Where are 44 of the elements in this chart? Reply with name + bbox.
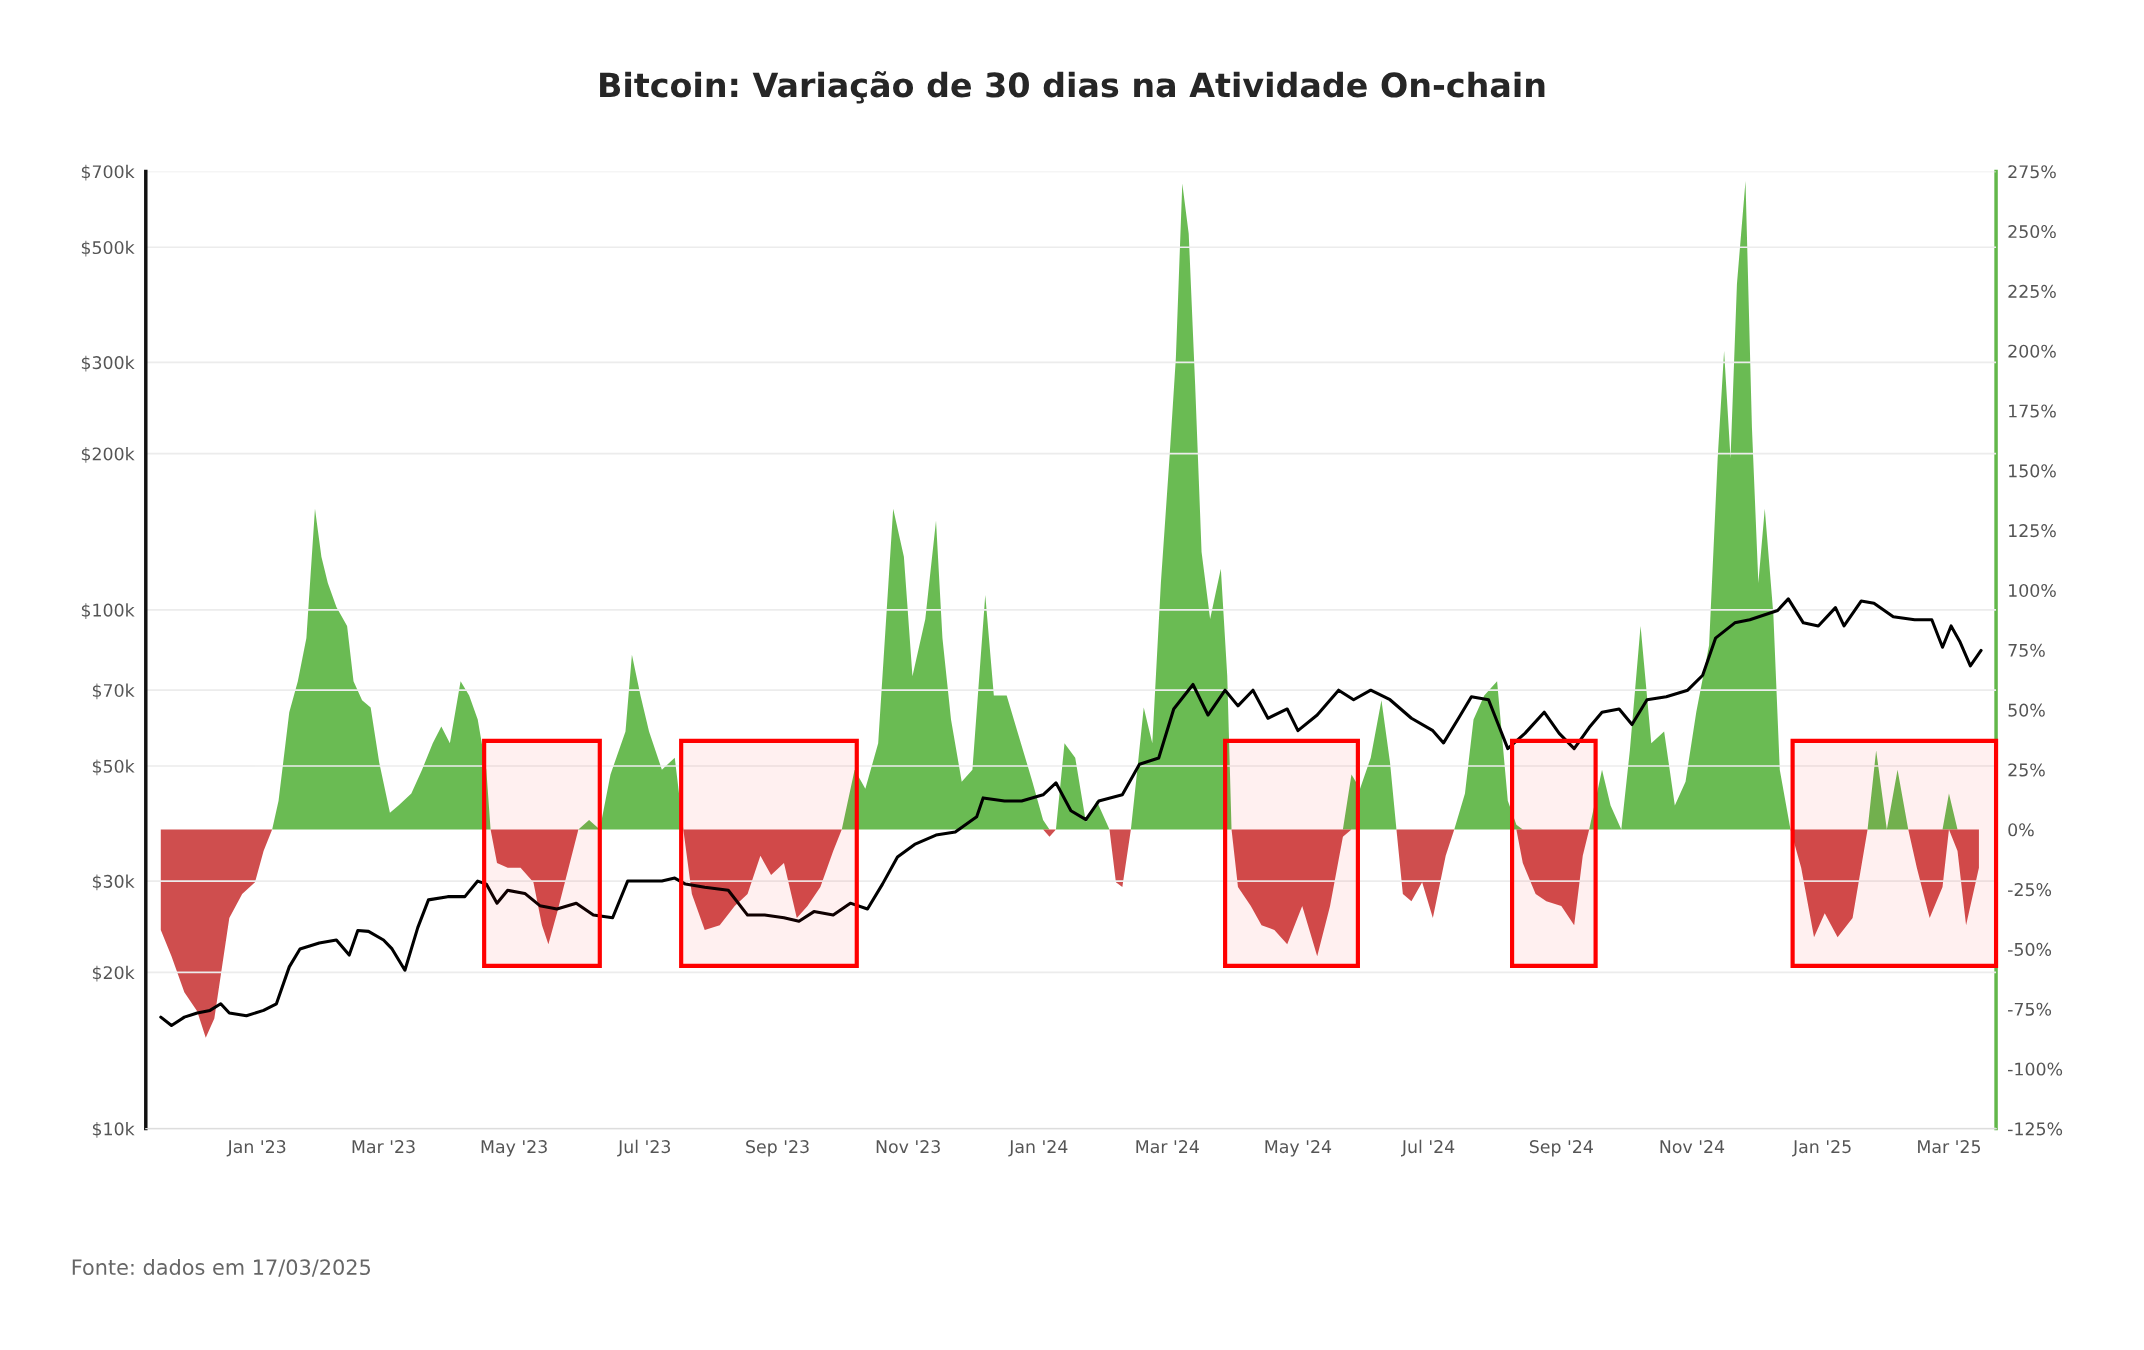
y-tick-label: $30k [92, 874, 135, 891]
y-tick-label: $300k [81, 355, 135, 372]
y2-tick-label: 175% [2009, 404, 2056, 418]
x-tick-label: Jan '24 [1008, 1140, 1068, 1157]
chart-title: Bitcoin: Variação de 30 dias na Atividade On-chain [600, 71, 1545, 104]
y2-tick-label: 50% [2008, 703, 2045, 717]
y2-tick-label: 25% [2008, 763, 2045, 777]
y-tick-label: $200k [81, 447, 135, 463]
y2-tick-label: 75% [2008, 643, 2045, 657]
x-tick-label: Jul '23 [617, 1139, 671, 1157]
x-tick-label: May '23 [481, 1140, 547, 1157]
y-tick-label: $50k [92, 759, 135, 776]
y2-tick-label: 150% [2009, 464, 2056, 478]
y-tick-label: $700k [81, 164, 135, 181]
y2-tick-label: 125% [2009, 524, 2056, 538]
x-tick-label: Nov '24 [1660, 1140, 1725, 1154]
x-tick-label: Nov '23 [876, 1140, 940, 1154]
y2-tick-label: 0% [2008, 823, 2034, 837]
x-tick-label: Jan '23 [226, 1140, 286, 1157]
y2-tick-label: -25% [2008, 883, 2052, 897]
x-tick-label: Sep '24 [1529, 1140, 1593, 1157]
y-tick-label: $70k [92, 683, 135, 700]
line-series [159, 597, 1983, 1028]
x-tick-label: Mar '25 [1918, 1140, 1980, 1154]
x-tick-label: Jan '25 [1792, 1140, 1851, 1157]
x-tick-label: May '24 [1265, 1140, 1332, 1157]
y2-tick-label: -75% [2008, 1002, 2052, 1016]
y2-tick-label: 250% [2008, 224, 2056, 239]
y2-tick-label: 200% [2008, 344, 2056, 358]
y2-tick-label: 100% [2009, 583, 2056, 598]
y2-tick-label: 225% [2008, 284, 2056, 298]
source-note: Fonte: dados em 17/03/2025 [72, 1258, 370, 1277]
y2-tick-label: -125% [2008, 1122, 2063, 1136]
x-tick-label: Sep '23 [746, 1140, 809, 1157]
y-tick-label: $500k [81, 240, 135, 257]
y2-tick-label: -50% [2008, 942, 2052, 956]
y-tick-label: $20k [92, 965, 135, 982]
y2-tick-label: -100% [2008, 1062, 2063, 1076]
y2-tick-label: 275% [2008, 165, 2056, 179]
y-tick-label: $100k [81, 603, 135, 619]
x-tick-label: Jul '24 [1401, 1139, 1455, 1157]
x-tick-label: Mar '24 [1136, 1140, 1199, 1154]
y-tick-label: $10k [92, 1122, 135, 1138]
x-tick-label: Mar '23 [352, 1140, 415, 1154]
